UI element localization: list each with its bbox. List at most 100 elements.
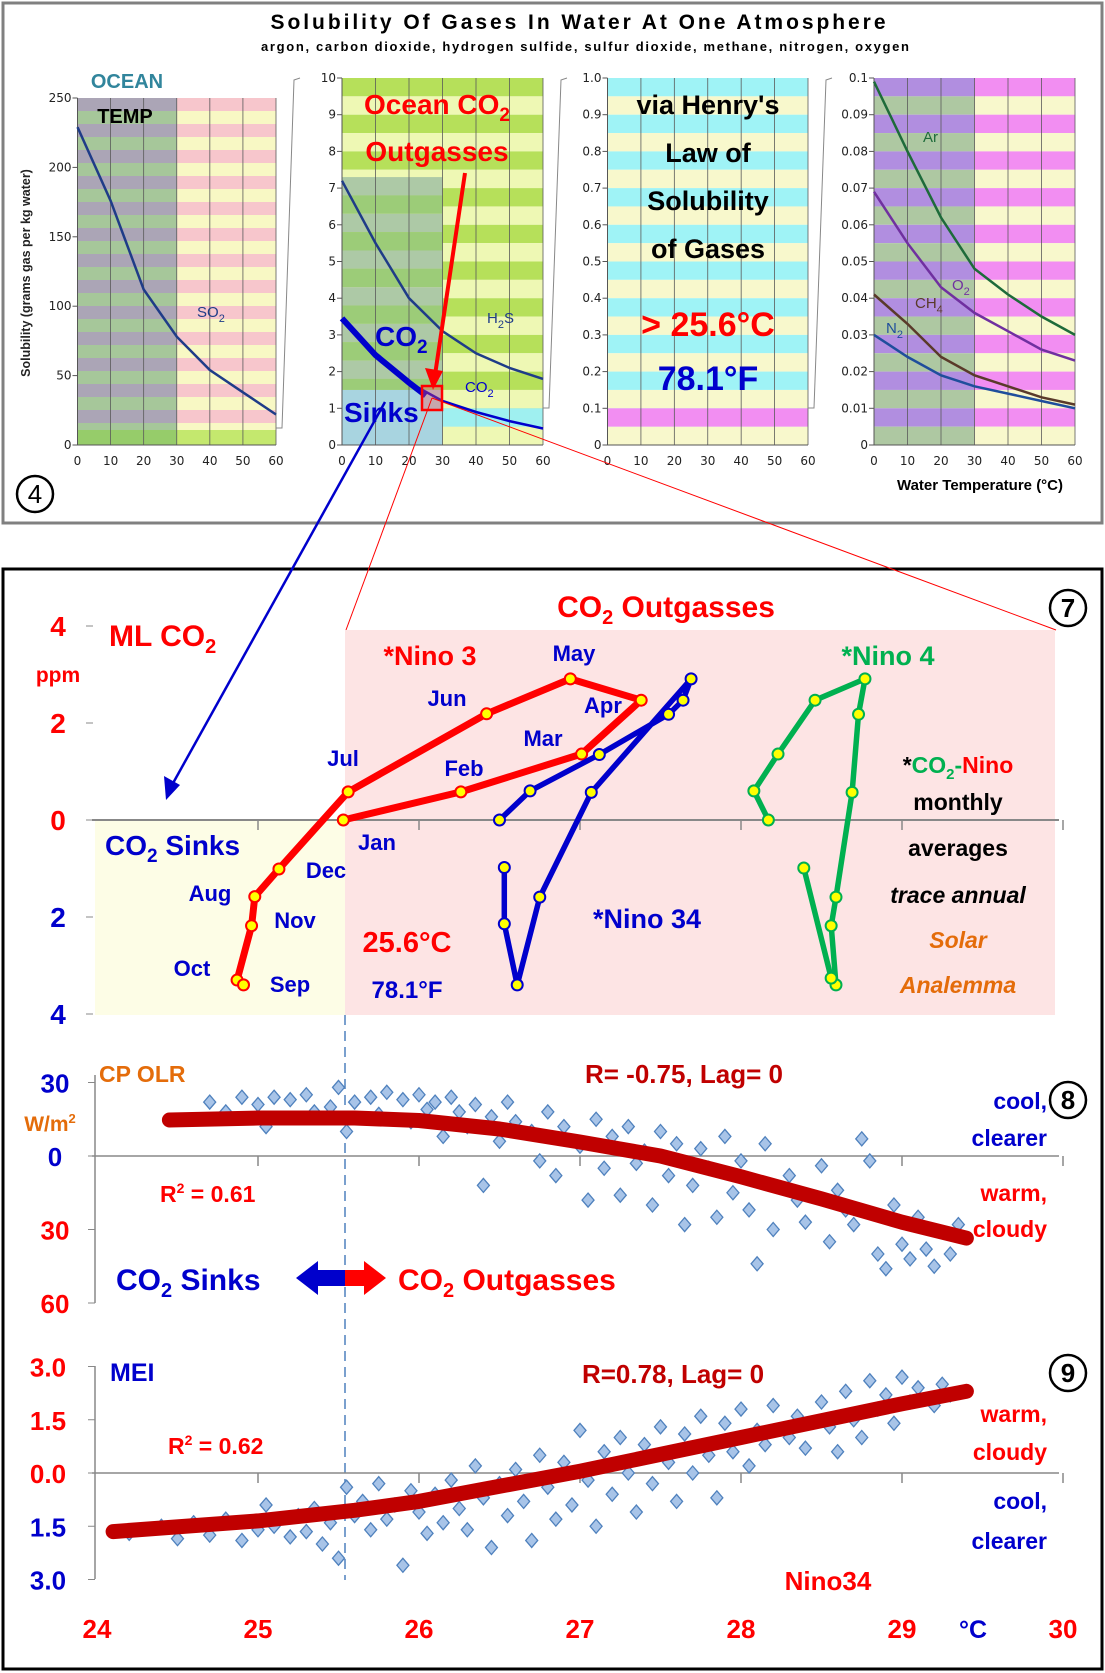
y-tick-label: 4	[50, 611, 66, 642]
data-point	[747, 784, 761, 798]
background-stripe	[176, 189, 276, 202]
background-stripe	[974, 426, 1075, 445]
x-tick-label: 20	[136, 454, 151, 468]
scatter-point	[363, 1521, 378, 1538]
scatter-point	[726, 1443, 740, 1460]
x-tick-label: 0	[338, 454, 346, 468]
y-tick-label: 0.02	[841, 365, 868, 379]
background-stripe	[874, 243, 975, 262]
background-stripe	[974, 169, 1075, 189]
scatter-point	[895, 1369, 909, 1386]
scatter-point	[573, 1422, 587, 1439]
y-tick-label: 1.0	[582, 71, 601, 85]
olr-r-squared: R2 = 0.61	[160, 1180, 256, 1207]
note-monthly: monthly	[913, 789, 1003, 815]
background-stripe	[176, 280, 276, 293]
olr-correlation-stat: R= -0.75, Lag= 0	[585, 1059, 783, 1089]
scatter-point	[605, 1486, 620, 1503]
y-tick-label: 0.01	[841, 401, 868, 415]
scatter-point	[645, 1197, 660, 1213]
data-point	[563, 672, 577, 686]
scatter-point	[436, 1128, 451, 1145]
scatter-point	[299, 1523, 314, 1540]
scatter-point	[661, 1167, 676, 1184]
background-stripe	[974, 96, 1075, 115]
scatter-point	[919, 1241, 934, 1258]
scatter-point	[742, 1201, 756, 1218]
scatter-point	[814, 1394, 829, 1410]
y-tick-label: 0.3	[582, 328, 601, 342]
background-stripe	[77, 267, 177, 280]
background-stripe	[342, 250, 443, 269]
scatter-point	[476, 1177, 491, 1194]
background-stripe	[176, 98, 276, 111]
background-stripe	[176, 215, 276, 228]
background-stripe	[874, 224, 975, 244]
background-band	[342, 389, 443, 445]
scatter-point	[283, 1528, 298, 1545]
background-stripe	[974, 279, 1075, 299]
scatter-point	[235, 1089, 249, 1106]
x-tick-label: 40	[202, 454, 217, 468]
scatter-point	[653, 1418, 668, 1435]
scatter-point	[331, 1079, 346, 1096]
y-tick-label: 0	[860, 438, 868, 452]
sinks-arrow-head-icon	[164, 776, 180, 800]
y-tick-label: 0.03	[841, 328, 868, 342]
series-line	[233, 675, 645, 989]
x-tick-label: 30	[169, 454, 184, 468]
background-stripe	[342, 323, 443, 343]
y-tick-label: 10	[321, 71, 336, 85]
background-stripe	[974, 151, 1075, 170]
data-point	[592, 748, 606, 762]
scatter-point	[653, 1123, 668, 1140]
y-tick-label: 4	[50, 999, 66, 1030]
background-stripe	[974, 188, 1075, 207]
y-tick-label: 9	[328, 108, 336, 122]
background-band	[77, 430, 177, 445]
scatter-point	[742, 1457, 756, 1474]
background-stripe	[874, 96, 975, 115]
note-analemma: Analemma	[899, 972, 1017, 998]
solubility-curve	[873, 293, 1076, 406]
scatter-point	[202, 1094, 217, 1111]
scatter-point	[468, 1457, 483, 1474]
mei-bottom-note-2: clearer	[972, 1528, 1048, 1554]
scatter-points	[202, 1079, 966, 1277]
scatter-point	[782, 1167, 797, 1184]
y-tick-label: 4	[328, 291, 336, 305]
background-stripe	[77, 384, 177, 397]
background-stripe	[974, 206, 1075, 225]
background-stripe	[974, 224, 1075, 244]
background-stripe	[176, 306, 276, 319]
sinks-label: Sinks	[344, 397, 419, 428]
x-tick-label: 10	[103, 454, 118, 468]
scatter-point	[854, 1429, 869, 1446]
scatter-point	[718, 1415, 732, 1432]
y-tick-label: 0.04	[841, 291, 868, 305]
series-label-nino-4: *Nino 4	[841, 641, 934, 671]
background-stripe	[77, 254, 177, 267]
background-stripe	[974, 114, 1075, 134]
y-tick-label: 0.07	[841, 181, 868, 195]
month-label: Mar	[523, 726, 563, 751]
scatter-point	[621, 1465, 636, 1481]
data-point	[533, 890, 547, 904]
x-tick-label: 30	[700, 454, 715, 468]
month-label: May	[553, 641, 597, 666]
scatter-point	[830, 1443, 845, 1460]
background-stripe	[974, 334, 1075, 354]
y-tick-label: 0.4	[582, 291, 601, 305]
scatter-point	[798, 1440, 813, 1457]
data-point	[829, 890, 843, 904]
mei-label: MEI	[110, 1359, 154, 1387]
data-point	[761, 813, 775, 827]
background-stripe	[77, 306, 177, 319]
scatter-point	[331, 1550, 346, 1567]
y-tick-label: 0.5	[582, 255, 601, 269]
y-tick-label: 5	[328, 255, 336, 269]
background-stripe	[974, 78, 1075, 97]
arrow-left-icon	[296, 1261, 345, 1295]
background-stripe	[176, 293, 276, 306]
data-point	[523, 784, 537, 798]
